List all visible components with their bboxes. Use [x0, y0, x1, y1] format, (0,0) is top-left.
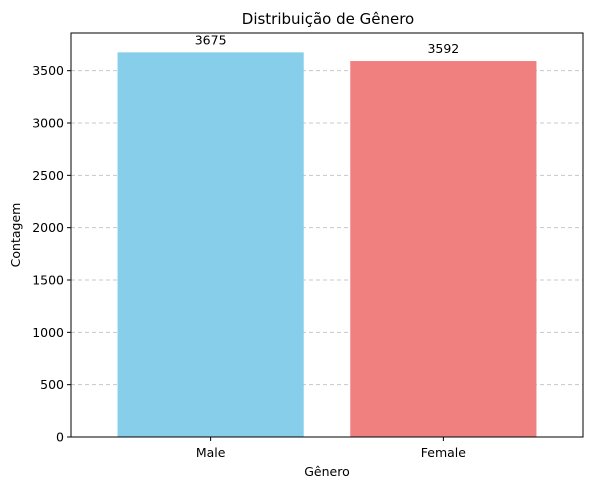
- data-labels: 3675 3592: [195, 32, 460, 56]
- bar-male: [117, 52, 304, 437]
- y-axis-title: Contagem: [8, 203, 23, 268]
- y-tick-label: 500: [40, 377, 64, 392]
- y-tick-label: 0: [56, 430, 64, 445]
- x-axis-ticks: Male Female: [196, 437, 466, 460]
- y-tick-label: 3000: [32, 116, 64, 131]
- x-axis-title: Gênero: [304, 464, 350, 479]
- y-tick-label: 1500: [32, 273, 64, 288]
- y-tick-label: 3500: [32, 63, 64, 78]
- bar-female: [350, 61, 537, 437]
- x-tick-label: Female: [421, 445, 467, 460]
- chart-title: Distribuição de Gênero: [242, 10, 414, 28]
- y-tick-label: 2000: [32, 220, 64, 235]
- y-tick-label: 1000: [32, 325, 64, 340]
- y-tick-label: 2500: [32, 168, 64, 183]
- plot-frame: [70, 32, 584, 438]
- data-label: 3675: [195, 32, 227, 47]
- bars: [117, 52, 537, 437]
- data-label: 3592: [427, 41, 459, 56]
- x-tick-label: Male: [196, 445, 226, 460]
- y-axis-ticks: 0 500 1000 1500 2000 2500 3000 3500: [32, 63, 71, 445]
